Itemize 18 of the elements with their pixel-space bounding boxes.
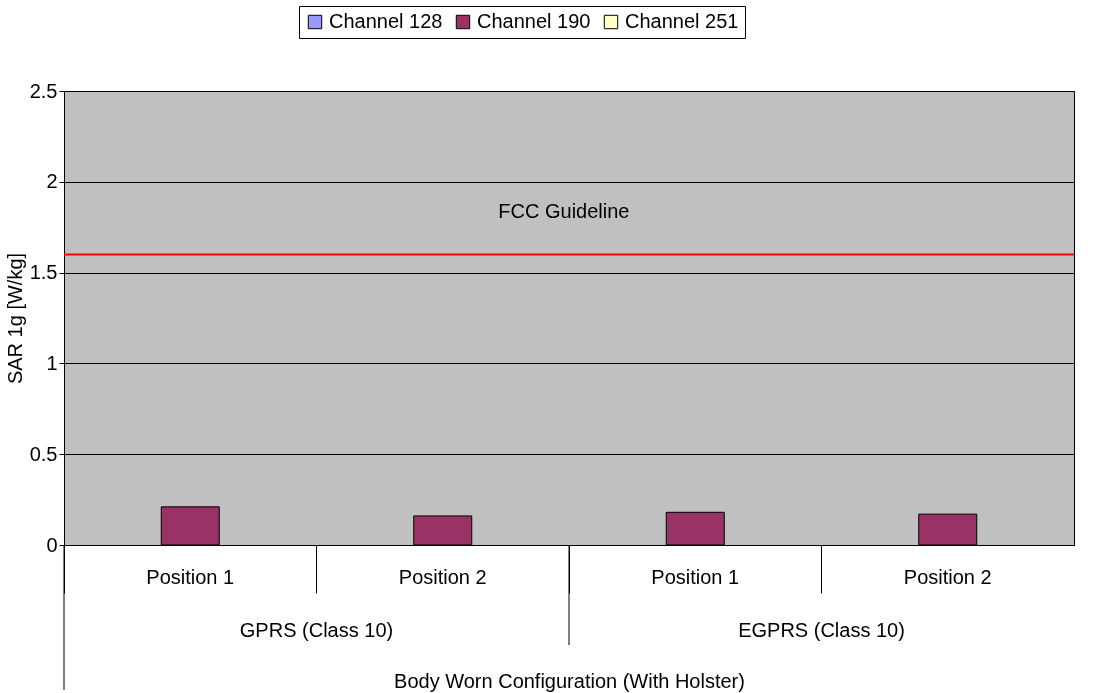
- x-tick-label: Position 1: [146, 565, 235, 588]
- legend-label: Channel 128: [329, 10, 443, 32]
- y-tick-label: 1.5: [29, 261, 58, 284]
- x-tick-label: Position 2: [903, 565, 992, 588]
- y-tick-label: 0.5: [29, 442, 58, 465]
- x-tick-label: Position 1: [651, 565, 740, 588]
- text: GPRS (Class 10): [239, 619, 394, 641]
- y-tick-label: 0: [46, 533, 58, 556]
- ref-line-label: FCC Guideline: [498, 200, 630, 223]
- y-tick-label: 1: [46, 351, 58, 374]
- x-axis-title: Body Worn Configuration (With Holster): [394, 670, 745, 692]
- y-tick-label: 2: [46, 170, 58, 193]
- text: EGPRS (Class 10): [738, 619, 905, 641]
- y-axis-title: SAR 1g [W/kg]: [3, 252, 26, 385]
- x-tick-label: Position 2: [398, 565, 487, 588]
- legend-label: Channel 251: [625, 10, 739, 32]
- legend-label: Channel 190: [477, 10, 591, 32]
- y-tick-label: 2.5: [29, 79, 58, 102]
